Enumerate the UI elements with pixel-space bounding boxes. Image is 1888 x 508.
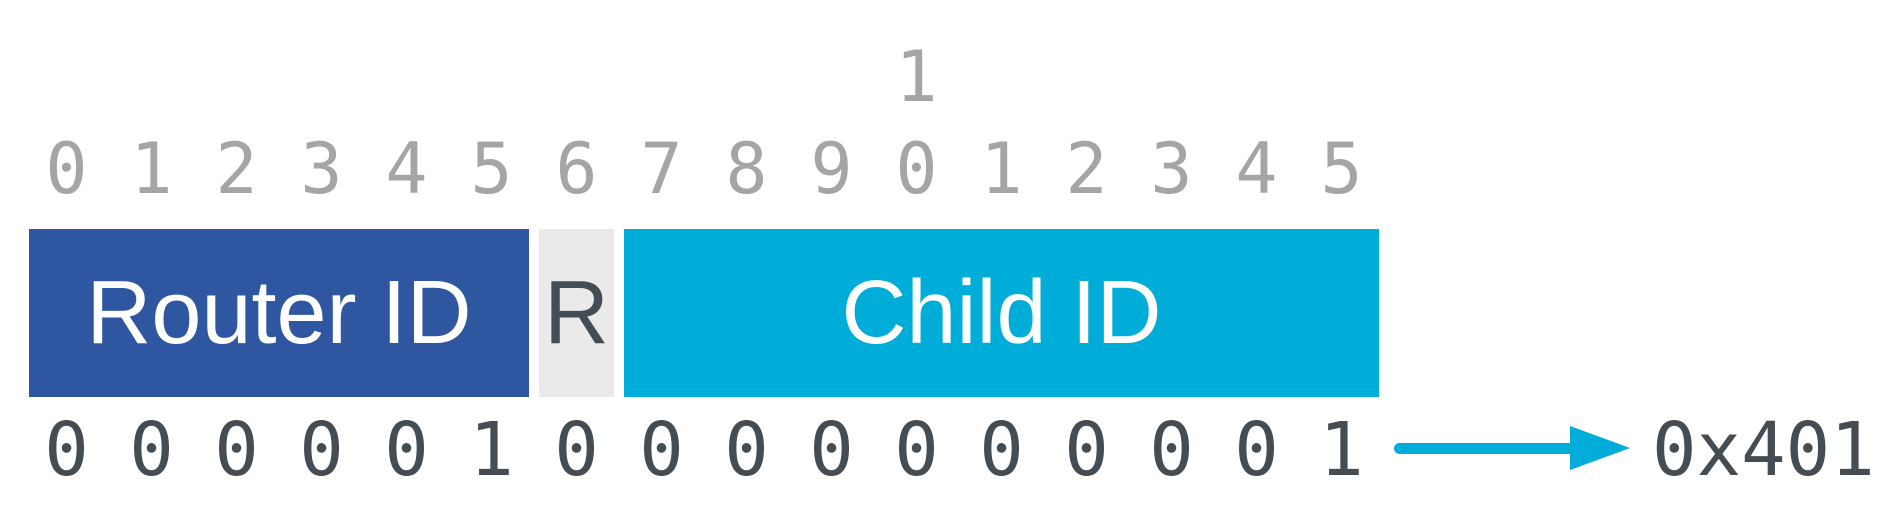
- bit-index: 3: [1150, 128, 1193, 210]
- bit-index: 6: [555, 128, 598, 210]
- tens-digit: [109, 40, 194, 114]
- bit-index: 1: [130, 128, 173, 210]
- field-box-r: R: [539, 229, 614, 397]
- binary-bit: 0: [809, 407, 854, 493]
- bit-index: 2: [1065, 128, 1108, 210]
- field-label: R: [544, 263, 609, 363]
- field-label: Child ID: [841, 263, 1162, 363]
- binary-bit: 0: [639, 407, 684, 493]
- arrow-right-head-icon: [1570, 426, 1630, 470]
- binary-bit: 0: [554, 407, 599, 493]
- tens-digit: [1214, 40, 1299, 114]
- tens-digit: [959, 40, 1044, 114]
- arrow-right-icon: [1394, 443, 1574, 454]
- binary-bit: 0: [44, 407, 89, 493]
- binary-bit: 0: [979, 407, 1024, 493]
- hex-value: 0x401: [1652, 407, 1875, 493]
- tens-digit: [24, 40, 109, 114]
- field-boxes-row: Router ID R Child ID: [24, 229, 1384, 397]
- tens-digit: [619, 40, 704, 114]
- tens-digit: [194, 40, 279, 114]
- tens-digit: [789, 40, 874, 114]
- tens-digit-row: 1: [24, 40, 1384, 114]
- tens-digit: [704, 40, 789, 114]
- field-box-child-id: Child ID: [624, 229, 1379, 397]
- tens-digit: [1044, 40, 1129, 114]
- binary-bit: 0: [384, 407, 429, 493]
- binary-bit: 0: [1064, 407, 1109, 493]
- tens-digit: [1129, 40, 1214, 114]
- tens-digit: [1299, 40, 1384, 114]
- binary-bit: 0: [1234, 407, 1279, 493]
- bit-index: 0: [45, 128, 88, 210]
- bit-index: 4: [385, 128, 428, 210]
- bit-index: 4: [1235, 128, 1278, 210]
- field-label: Router ID: [86, 263, 472, 363]
- bit-index: 0: [895, 128, 938, 210]
- bit-index: 3: [300, 128, 343, 210]
- tens-digit: [364, 40, 449, 114]
- tens-digit: [449, 40, 534, 114]
- tens-digit: 1: [895, 36, 938, 118]
- field-box-router-id: Router ID: [29, 229, 529, 397]
- tens-digit: [279, 40, 364, 114]
- tens-digit: [534, 40, 619, 114]
- binary-bit: 0: [1149, 407, 1194, 493]
- binary-bit: 0: [214, 407, 259, 493]
- binary-bit: 0: [724, 407, 769, 493]
- bit-index: 7: [640, 128, 683, 210]
- bit-index: 5: [1320, 128, 1363, 210]
- binary-bit: 0: [894, 407, 939, 493]
- bit-index: 2: [215, 128, 258, 210]
- binary-bit: 1: [469, 407, 514, 493]
- bit-index: 9: [810, 128, 853, 210]
- bit-index: 5: [470, 128, 513, 210]
- binary-bit: 1: [1319, 407, 1364, 493]
- binary-bit: 0: [299, 407, 344, 493]
- bit-index: 1: [980, 128, 1023, 210]
- bit-index: 8: [725, 128, 768, 210]
- binary-bit: 0: [129, 407, 174, 493]
